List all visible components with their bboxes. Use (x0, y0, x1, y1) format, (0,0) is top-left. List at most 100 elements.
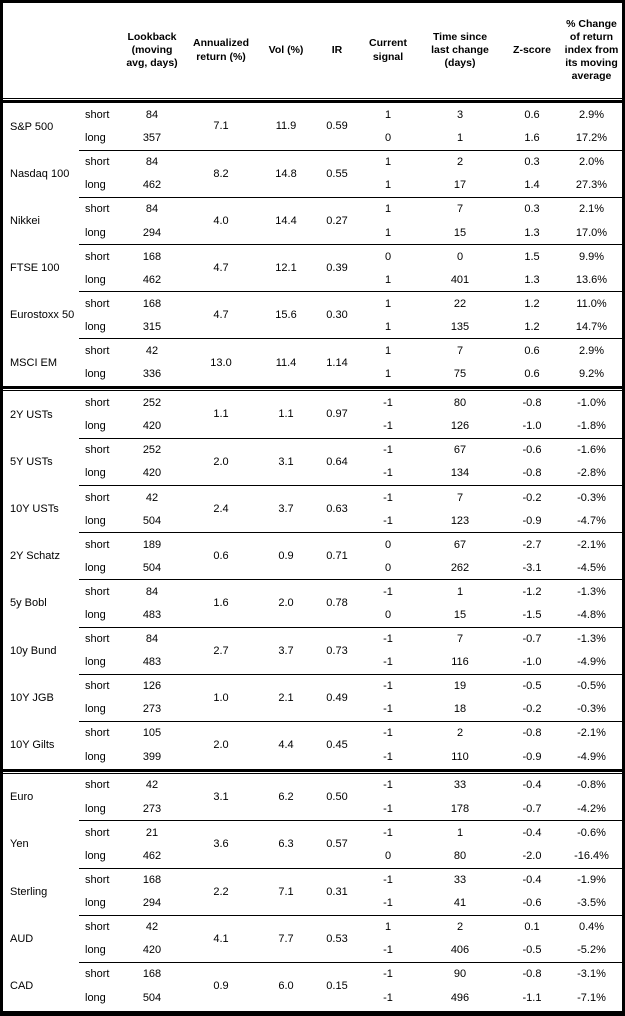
time-since-change-value: 406 (450, 944, 470, 957)
signal-value: 1 (384, 179, 392, 192)
time-since-change-value: 401 (450, 273, 470, 286)
signal-value: -1 (383, 802, 393, 815)
table-row: Eurostoxx 50 short 168 4.7 15.6 0.30 1 22 1.2 11.… (3, 291, 622, 339)
time-since-change-value: 123 (450, 514, 470, 527)
time-since-change-value: 1 (417, 820, 503, 845)
lookback-value: 504 (142, 514, 162, 527)
pct-change-value: -4.8% (577, 609, 606, 622)
vol-value: 1.1 (278, 408, 294, 421)
pct-change-value: -4.9% (577, 750, 606, 763)
pct-change-value: -0.3% (561, 485, 622, 510)
signal-value: 0 (384, 132, 392, 145)
pct-change-value: 14.7% (575, 320, 608, 333)
table-row: long 420 -1 126 -1.0 -1.8% (3, 415, 622, 439)
lookback-value: 126 (119, 673, 185, 698)
z-score-value: 0.6 (503, 338, 561, 363)
table-row: AUD short 42 4.1 7.7 0.53 1 2 0.1 0.4% (3, 914, 622, 963)
col-header-vol: Vol (%) (268, 43, 304, 56)
table-row: MSCI EM short 42 13.0 11.4 1.14 1 7 0.6 2.9% (3, 338, 622, 387)
table-row: long 420 -1 134 -0.8 -2.8% (3, 462, 622, 486)
time-since-change-value: 22 (417, 291, 503, 316)
ir-value: 0.27 (315, 196, 359, 245)
lookback-value: 84 (119, 626, 185, 651)
pct-change-value: -3.5% (577, 897, 606, 910)
lookback-value: 483 (142, 609, 162, 622)
pct-change-value: -2.1% (561, 532, 622, 557)
signal-value: 0 (384, 561, 392, 574)
vol-value: 7.1 (257, 867, 315, 916)
vol-value: 14.4 (257, 196, 315, 245)
annualized-return-value: 1.1 (213, 408, 229, 421)
time-since-change-value: 7 (417, 485, 503, 510)
table-row: long 462 1 401 1.3 13.6% (3, 268, 622, 292)
col-header-time-since-change: Time since last change (days) (431, 30, 489, 70)
time-since-change-value: 90 (417, 961, 503, 986)
lookback-value: 420 (142, 467, 162, 480)
time-since-change-value: 2 (417, 720, 503, 746)
time-since-change-value: 2 (417, 914, 503, 939)
signal-value: -1 (383, 944, 393, 957)
time-since-change-value: 134 (450, 467, 470, 480)
z-score-value: -1.0 (522, 656, 542, 669)
section-separator-line (3, 768, 622, 774)
pct-change-value: 9.2% (578, 368, 605, 381)
ir-value: 0.53 (315, 914, 359, 963)
z-score-value: -0.5 (522, 944, 542, 957)
annualized-return-value: 0.9 (185, 961, 257, 1010)
pct-change-value: 2.9% (561, 338, 622, 363)
time-since-change-value: 33 (453, 779, 467, 792)
z-score-value: -0.6 (503, 437, 561, 462)
asset-column-header (3, 3, 79, 98)
signal-value: -1 (359, 720, 417, 746)
vol-value: 3.1 (257, 437, 315, 486)
pct-change-value: -7.1% (577, 991, 606, 1004)
vol-value: 14.8 (257, 149, 315, 198)
ir-value: 0.55 (315, 149, 359, 198)
pct-change-value: 2.9% (578, 108, 605, 121)
signal-value: 1 (384, 226, 392, 239)
time-since-change-value: 110 (451, 750, 469, 763)
z-score-value: -0.9 (522, 514, 542, 527)
pct-change-value: -0.6% (561, 820, 622, 845)
z-score-value: -0.5 (503, 673, 561, 698)
time-since-change-value: 135 (450, 320, 470, 333)
ir-value: 0.39 (315, 244, 359, 292)
z-score-value: -1.5 (522, 609, 542, 622)
asset-name: Euro (10, 791, 34, 804)
z-score-value: -0.8 (503, 720, 561, 746)
vol-value: 3.7 (257, 484, 315, 533)
table-row: Yen short 21 3.6 6.3 0.57 -1 1 -0.4 -0.6% (3, 820, 622, 868)
z-score-value: -0.4 (503, 820, 561, 845)
table-row: long 483 -1 116 -1.0 -4.9% (3, 651, 622, 675)
lookback-value: 252 (119, 437, 185, 462)
pct-change-value: -0.3% (577, 703, 606, 716)
annualized-return-value: 13.0 (185, 338, 257, 387)
horizon-label: short (79, 720, 119, 746)
pct-change-value: 27.3% (575, 179, 608, 192)
asset-name: S&P 500 (10, 120, 54, 133)
lookback-value: 420 (142, 420, 162, 433)
signal-value: -1 (383, 420, 393, 433)
asset-name: CAD (10, 979, 34, 992)
lookback-value: 168 (119, 961, 185, 986)
table-row: S&P 500 short 84 7.1 11.9 0.59 1 3 0.6 2.9% (3, 103, 622, 133)
time-since-change-value: 15 (453, 609, 467, 622)
horizon-label: short (85, 779, 110, 792)
signal-value: 1 (384, 273, 392, 286)
asset-name: MSCI EM (10, 356, 58, 369)
time-since-change-value: 19 (417, 673, 503, 698)
table-row: Nikkei short 84 4.0 14.4 0.27 1 7 0.3 2.1% (3, 196, 622, 245)
signal-value: 0 (359, 532, 417, 557)
horizon-label: long (85, 561, 106, 574)
time-since-change-value: 178 (450, 802, 470, 815)
signal-value: 0 (384, 849, 392, 862)
horizon-label: short (79, 196, 119, 221)
horizon-label: long (85, 368, 106, 381)
z-score-value: 1.2 (503, 291, 561, 316)
asset-name: 10y Bund (10, 644, 57, 657)
horizon-label: short (79, 437, 119, 462)
z-score-value: -0.4 (503, 867, 561, 892)
table-row: Sterling short 168 2.2 7.1 0.31 -1 33 -0.4 -1.9% (3, 867, 622, 916)
horizon-label: long (85, 849, 106, 862)
lookback-value: 84 (119, 149, 185, 174)
